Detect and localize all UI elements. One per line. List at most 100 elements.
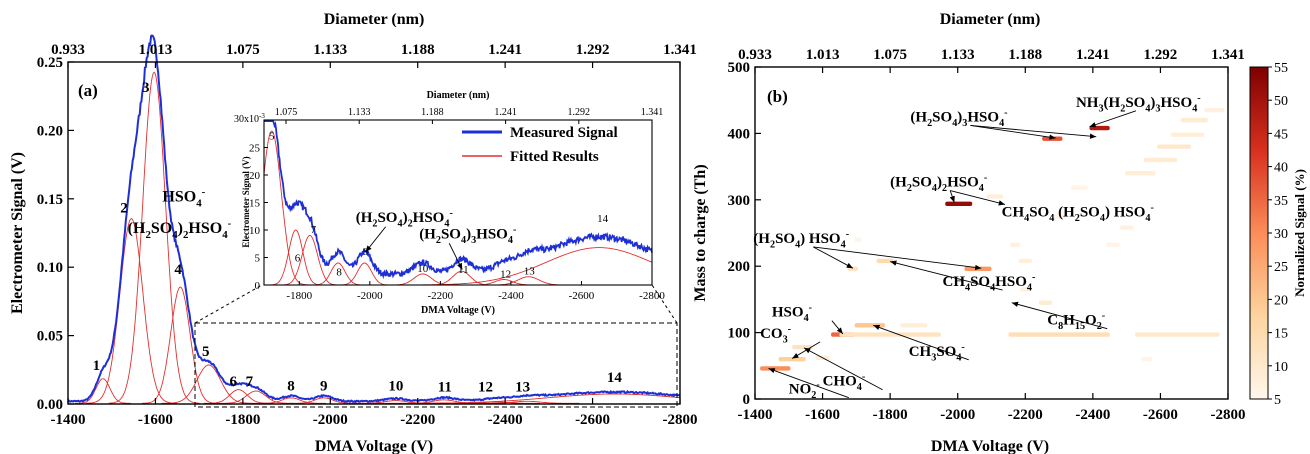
zoom-connector-right: [651, 284, 678, 324]
heatmap-spot-27: [1157, 144, 1191, 149]
fitted-peak-7: [217, 390, 295, 404]
panel-a-top-tick-label: 1.075: [226, 42, 260, 58]
arrow-nh3-h2so4-3-hso4-0: [1089, 110, 1137, 128]
panel-a-y-tick-label: 0.15: [37, 192, 63, 208]
inset-y-exponent: 30x10-3: [234, 112, 265, 125]
colorbar-tick-label: 50: [1274, 94, 1288, 109]
arrow-no2-0: [768, 368, 849, 399]
inset-y-tick-label: 0: [255, 280, 261, 292]
annotation-no2: NO2-: [789, 380, 821, 402]
panel-b-top-tick-label: 1.188: [1008, 47, 1042, 63]
panel-b-top-tick-label: 1.013: [806, 47, 840, 63]
panel-b-annotations: NH3(H2SO4)3HSO4- (H2SO4)3HSO4- (H2SO4)2HSO…: [753, 93, 1201, 401]
colorbar-tick-label: 45: [1274, 127, 1288, 142]
panel-a-annotations: HSO4- (H2SO4)2HSO4-: [128, 186, 232, 241]
fitted-peak-2: [85, 218, 177, 404]
inset-peak-label-14: 14: [597, 213, 609, 225]
heatmap-spot-7: [1135, 332, 1220, 337]
inset-fitted-peak-6: [267, 229, 324, 286]
fitted-peak-9: [288, 397, 359, 404]
inset-peak-label-8: 8: [336, 267, 342, 279]
panel-a-axes: -1400 -1600 -1800 -2000 -2200 -2400 -2600 -2800…: [37, 42, 698, 428]
heatmap-spot-24: [1089, 125, 1110, 131]
panel-b-y-tick-label: 500: [728, 60, 751, 76]
fitted-peak-4: [141, 286, 219, 404]
panel-a-top-tick-label: 1.292: [576, 42, 610, 58]
peak-label-7: 7: [246, 374, 254, 390]
annotation-h2so4-2-hso4: (H2SO4)2HSO4-: [890, 173, 988, 195]
heatmap-spot-32: [1141, 356, 1152, 362]
panel-b-x-tick-label: -2000: [940, 407, 975, 423]
inset-peak-label-5: 5: [269, 130, 275, 142]
arrow-c8h15o2-0: [1011, 301, 1108, 330]
annotation-hso4: HSO4-: [162, 186, 205, 209]
panel-a-x-tick-label: -2800: [663, 412, 698, 428]
inset-background: [264, 120, 652, 285]
annotation-nh3-h2so4-3-hso4: NH3(H2SO4)3HSO4-: [1076, 93, 1201, 115]
annotation-h2so4-2-hso4: (H2SO4)2HSO4-: [128, 218, 232, 241]
panel-a-top-tick-label: 1.241: [488, 42, 522, 58]
fitted-peak-5: [161, 364, 256, 404]
peak-label-3: 3: [142, 80, 150, 96]
panel-b-y-tick-label: 300: [728, 193, 751, 209]
panel-b-axes: -1400 -1600 -1800 -2000 -2200 -2400 -2600 -2800…: [728, 47, 1246, 423]
inset-fitted-peak-5: [263, 130, 310, 286]
inset-fitted-peak-9: [336, 262, 393, 286]
heatmap-spot-17: [1010, 242, 1021, 248]
heatmap-spot-5: [839, 332, 941, 337]
inset-peak-label-11: 11: [458, 264, 469, 276]
arrow-h2so4-3-hso4-0: [970, 125, 1056, 140]
colorbar-tick-label: 15: [1274, 327, 1288, 342]
inset-chart: -1800 -2000 -2200 -2400 -2600 -2800 0 5 10 15 20 25…: [234, 90, 665, 316]
inset-top-xlabel: Diameter (nm): [427, 90, 490, 101]
panel-b-plot-area: [755, 67, 1228, 399]
panel-b: -1400 -1600 -1800 -2000 -2200 -2400 -2600 -2800…: [692, 11, 1307, 454]
panel-a-x-tick-label: -1800: [225, 412, 260, 428]
annotation-ch4so4-h2so4-hso4: CH4SO4 (H2SO4) HSO4-: [1002, 202, 1155, 224]
panel-a-x-tick-label: -2600: [575, 412, 610, 428]
panel-a: -1400 -1600 -1800 -2000 -2200 -2400 -2600 -2800…: [9, 11, 698, 454]
arrow-h2so4-3-hso4-1: [970, 124, 1097, 139]
heatmap-spot-1: [778, 356, 806, 362]
inset-y-tick-label: 25: [249, 143, 261, 155]
heatmap-spot-0: [760, 366, 791, 371]
panel-a-label: (a): [78, 81, 98, 100]
peak-label-2: 2: [120, 200, 128, 216]
panel-a-y-tick-label: 0.20: [37, 123, 63, 139]
heatmap-spot-29: [1180, 117, 1208, 123]
inset-y-tick-label: 15: [249, 198, 261, 210]
panel-b-x-tick-label: -1800: [873, 407, 908, 423]
heatmap-spot-15: [1018, 258, 1033, 264]
inset-top-tick-label: 1.292: [568, 107, 591, 118]
heatmap-spot-10: [1038, 300, 1053, 305]
annotation-hso4: HSO4-: [772, 303, 813, 325]
peak-label-11: 11: [438, 380, 452, 396]
colorbar-tick-label: 5: [1274, 393, 1281, 408]
colorbar-tick-label: 20: [1274, 293, 1288, 308]
annotation-co3: CO3-: [760, 324, 792, 346]
panel-b-top-tick-label: 1.133: [941, 47, 975, 63]
colorbar-tick-label: 10: [1274, 360, 1288, 375]
inset-arrow-h2so4-2-hso4: [365, 226, 387, 253]
peak-label-14: 14: [607, 370, 623, 386]
arrow-hso4-0: [831, 320, 844, 335]
panel-a-x-tick-label: -2000: [313, 412, 348, 428]
heatmap-spot-19: [945, 201, 973, 206]
inset-x-tick-label: -2000: [357, 290, 383, 302]
inset-peak-label-6: 6: [295, 252, 301, 264]
colorbar-tick-label: 35: [1274, 194, 1288, 209]
inset-annotation-h2so4-3-hso4: (H2SO4)3HSO4-: [419, 224, 517, 246]
panel-a-top-tick-label: 1.188: [401, 42, 435, 58]
arrow-h2so4-hso4-1: [813, 246, 982, 271]
inset-measured-line: [264, 120, 653, 280]
panel-b-ylabel: Mass to charge (Th): [692, 164, 709, 301]
heatmap-spot-26: [1143, 157, 1178, 163]
inset-y-tick-label: 20: [249, 170, 261, 182]
heatmap-spot-16: [854, 237, 862, 242]
fitted-peak-13: [474, 400, 580, 404]
panel-b-y-tick-label: 100: [728, 326, 751, 342]
peak-label-8: 8: [287, 378, 295, 394]
heatmap-spot-28: [1170, 132, 1205, 137]
inset-fitted-peak-8: [309, 262, 367, 286]
